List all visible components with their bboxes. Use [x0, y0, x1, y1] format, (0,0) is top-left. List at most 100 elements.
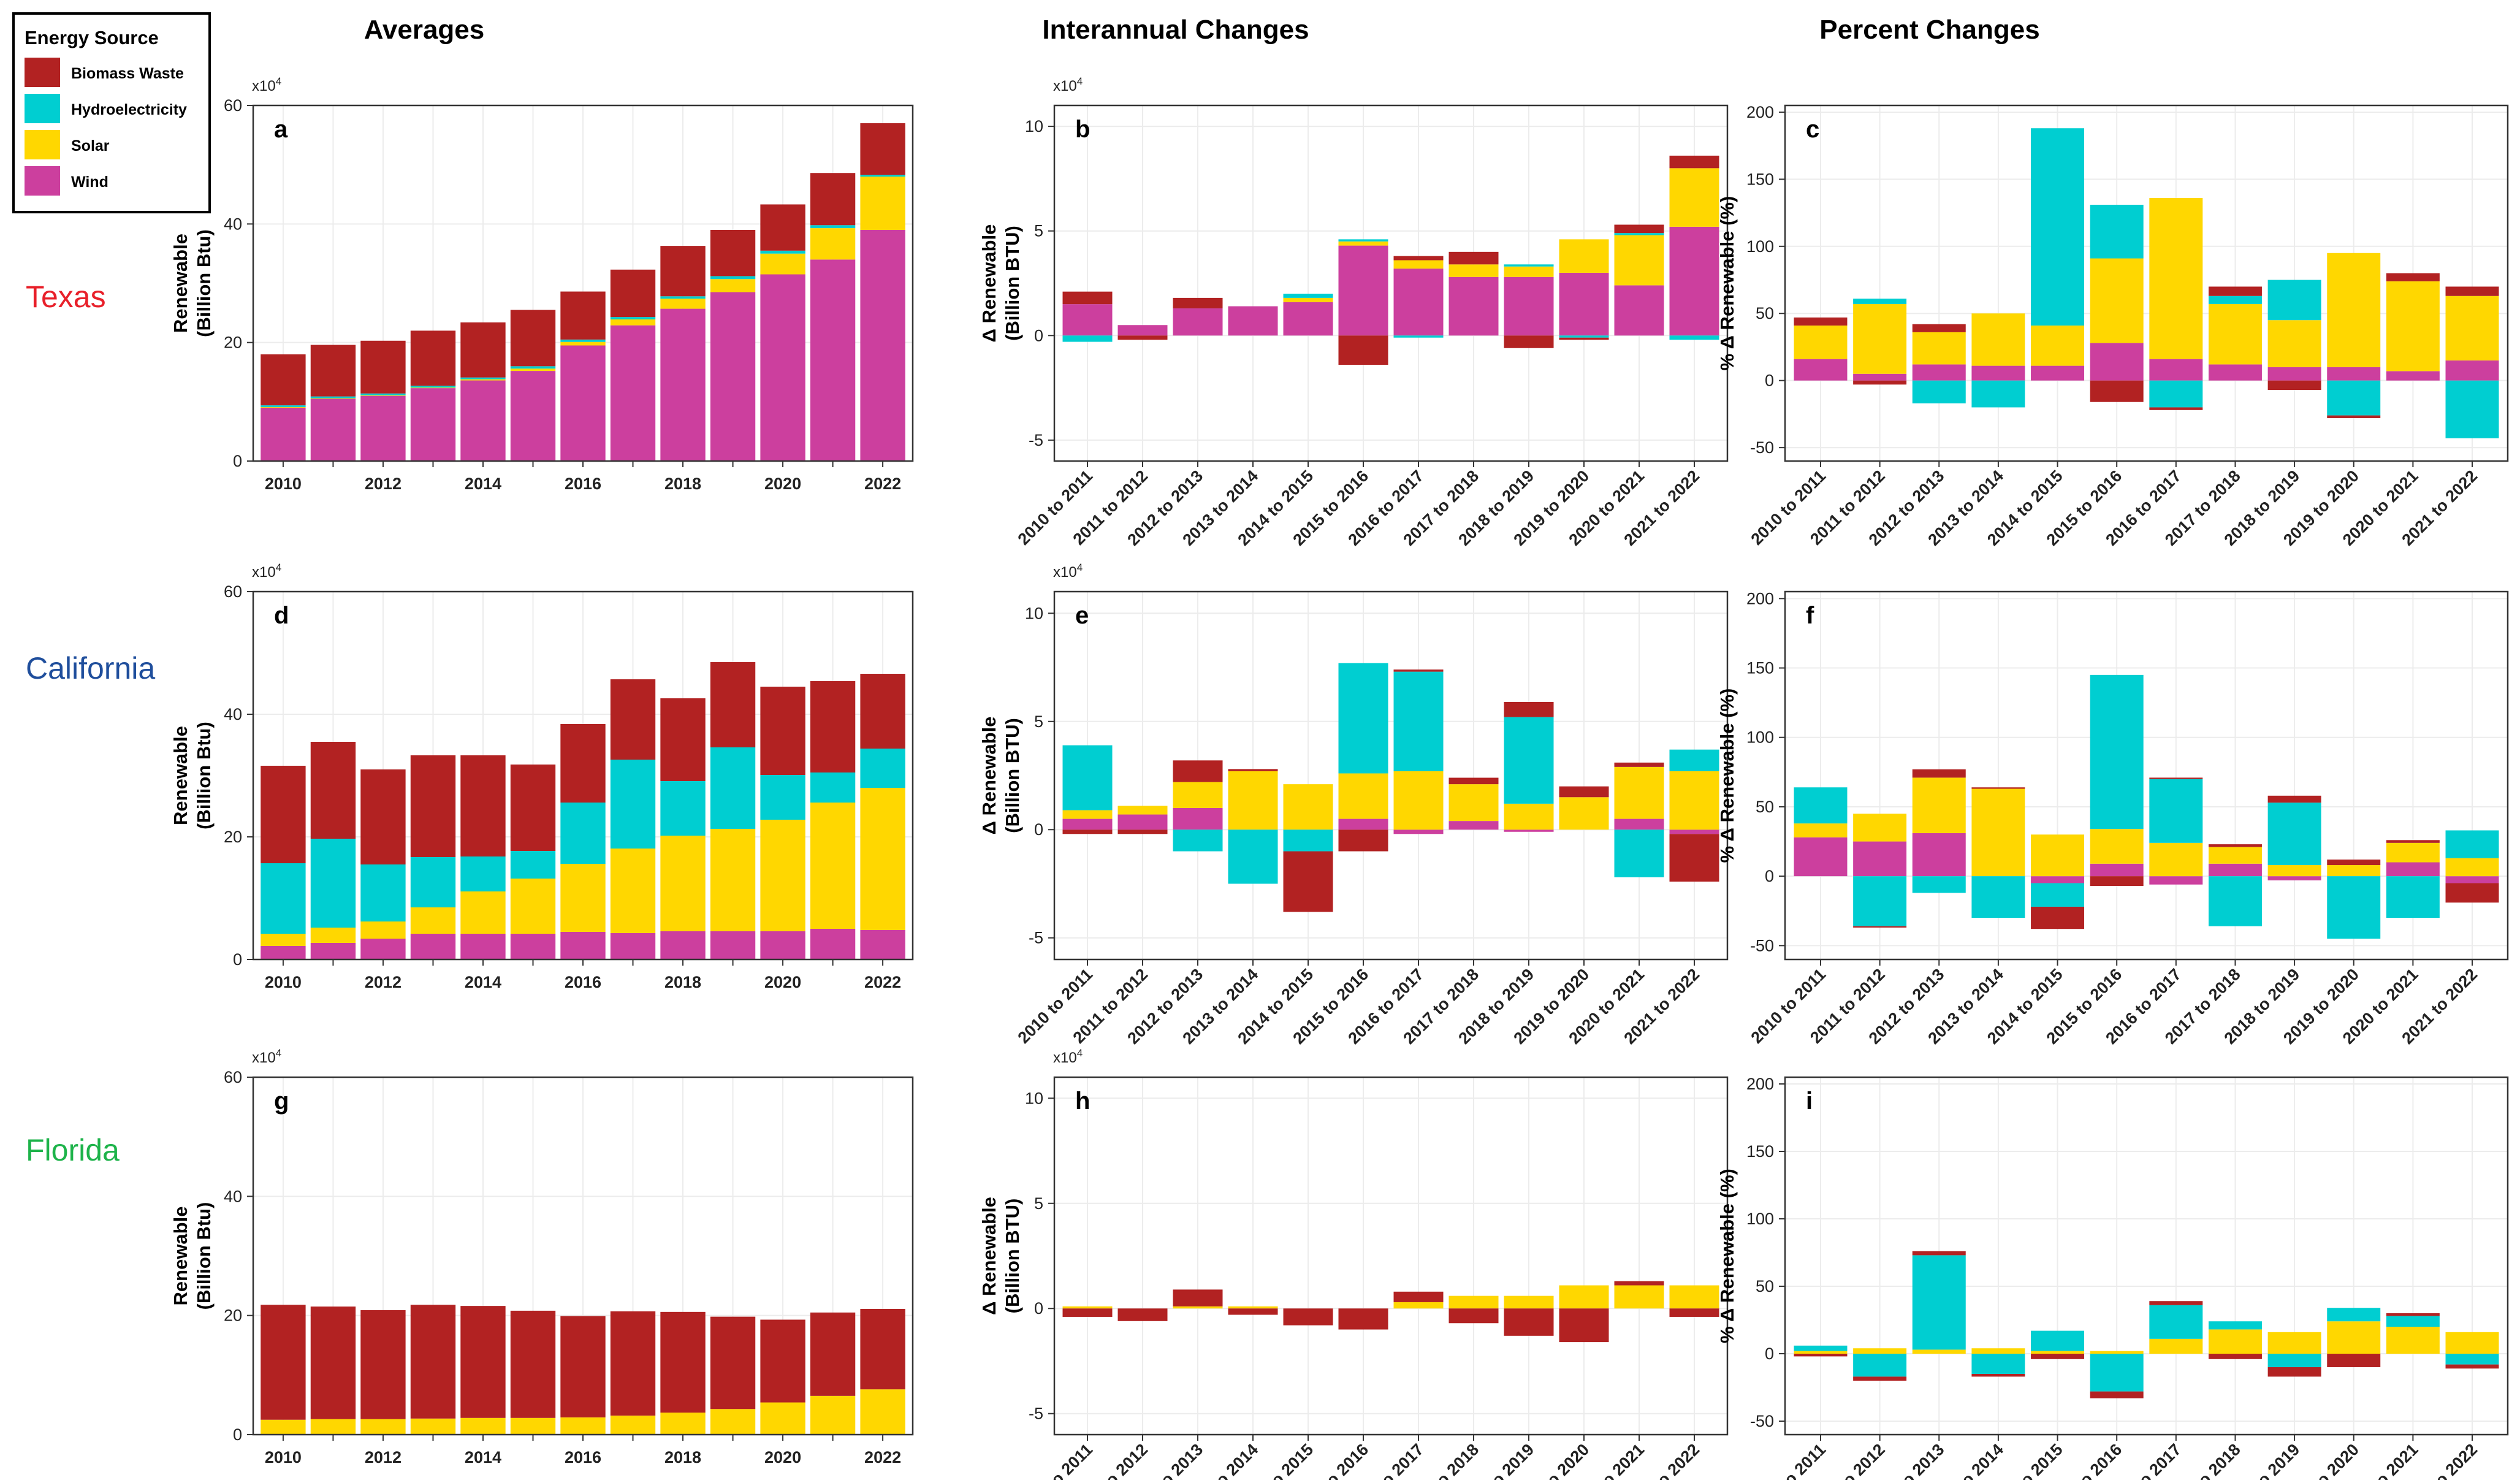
bar-biomass-11 — [2445, 883, 2499, 903]
bar-wind-1 — [1853, 373, 1907, 381]
bar-solar-0 — [1794, 823, 1848, 837]
bar-biomass-6 — [1393, 256, 1444, 261]
bar-biomass-2 — [1912, 324, 1966, 332]
bar-solar-6 — [2149, 1338, 2203, 1354]
bar-solar-0 — [261, 407, 306, 408]
ytick-label: 50 — [1756, 1277, 1774, 1295]
bar-biomass-7 — [2208, 1354, 2262, 1359]
bar-biomass-9 — [710, 662, 756, 747]
bar-hydroelectricity-2 — [1912, 1255, 1966, 1350]
bar-biomass-4 — [1283, 1308, 1333, 1326]
bar-solar-3 — [410, 907, 456, 934]
xtick-label: 2010 — [265, 475, 302, 493]
bar-biomass-7 — [2208, 844, 2262, 847]
bar-wind-5 — [1338, 818, 1388, 830]
bar-wind-8 — [2267, 367, 2321, 381]
ylabel: Renewable — [170, 234, 191, 333]
bar-solar-8 — [2267, 865, 2321, 877]
bar-biomass-0 — [1062, 830, 1113, 834]
bar-hydroelectricity-8 — [2267, 280, 2321, 321]
bar-biomass-3 — [1228, 769, 1278, 771]
ylabel: Renewable — [170, 726, 191, 825]
bar-solar-4 — [2031, 1351, 2085, 1354]
bar-biomass-11 — [810, 173, 856, 226]
bar-solar-11 — [2445, 858, 2499, 877]
bar-wind-5 — [510, 371, 556, 461]
bar-wind-7 — [1448, 277, 1499, 336]
bar-solar-4 — [460, 1417, 506, 1435]
bar-solar-6 — [2149, 198, 2203, 359]
bar-wind-6 — [1393, 830, 1444, 834]
bar-biomass-8 — [660, 246, 706, 297]
scale-note-base: x10 — [1053, 1050, 1077, 1066]
bar-wind-5 — [2090, 343, 2144, 381]
bar-solar-9 — [1559, 239, 1609, 273]
scale-note-exponent: 4 — [1077, 562, 1083, 573]
bar-wind-2 — [1173, 807, 1223, 830]
bar-wind-11 — [2445, 876, 2499, 883]
legend-label-wind: Wind — [71, 174, 108, 191]
panel-label: a — [274, 116, 288, 143]
ylabel: (Billion BTU) — [1002, 718, 1023, 833]
bar-biomass-2 — [1912, 1251, 1966, 1256]
xtick-label: 2022 — [864, 1448, 901, 1467]
ylabel: Δ Renewable — [978, 224, 1000, 343]
bar-hydroelectricity-6 — [560, 803, 606, 864]
bar-wind-0 — [1794, 837, 1848, 877]
bar-solar-9 — [2327, 1321, 2381, 1354]
bar-hydroelectricity-4 — [1283, 830, 1333, 852]
xtick-label: 2020 — [764, 475, 801, 493]
bar-hydroelectricity-6 — [2149, 1305, 2203, 1339]
ylabel: % Δ Renewable (%) — [1716, 689, 1738, 863]
bar-wind-8 — [660, 308, 706, 461]
ytick-label: 40 — [224, 215, 242, 233]
bar-solar-6 — [2149, 842, 2203, 877]
bar-wind-8 — [1504, 277, 1554, 336]
bar-solar-1 — [1853, 303, 1907, 374]
bar-hydroelectricity-7 — [2208, 296, 2262, 304]
bar-hydroelectricity-8 — [2267, 803, 2321, 866]
bar-wind-6 — [1393, 269, 1444, 336]
bar-biomass-9 — [1559, 1308, 1609, 1343]
bar-solar-11 — [810, 1395, 856, 1435]
bar-biomass-3 — [1971, 787, 2025, 789]
bar-biomass-6 — [1393, 1291, 1444, 1302]
bar-wind-6 — [560, 932, 606, 959]
column-title-averages: Averages — [364, 15, 485, 45]
bar-biomass-0 — [1062, 291, 1113, 305]
bar-wind-9 — [710, 931, 756, 959]
bar-biomass-6 — [2149, 1301, 2203, 1305]
bar-solar-4 — [460, 891, 506, 934]
xtick-label: 2016 — [565, 1448, 601, 1467]
bar-biomass-6 — [560, 724, 606, 803]
panel-label: f — [1806, 602, 1814, 629]
bar-wind-7 — [610, 933, 656, 959]
ytick-label: 0 — [1034, 1299, 1043, 1318]
bar-wind-7 — [2208, 863, 2262, 877]
bar-biomass-9 — [710, 230, 756, 277]
bar-biomass-2 — [1173, 1289, 1223, 1306]
bar-biomass-1 — [1117, 335, 1168, 340]
ytick-label: 10 — [1025, 117, 1043, 135]
bar-biomass-1 — [310, 742, 356, 839]
ytick-label: 200 — [1746, 589, 1774, 608]
bar-biomass-10 — [2386, 1313, 2440, 1316]
bar-wind-8 — [2267, 876, 2321, 880]
bar-solar-5 — [510, 879, 556, 934]
bar-hydroelectricity-5 — [1338, 663, 1388, 774]
ytick-label: 5 — [1034, 1194, 1043, 1213]
bar-wind-10 — [1614, 818, 1664, 830]
bar-solar-3 — [1971, 788, 2025, 877]
xtick-label: 2016 — [565, 973, 601, 991]
scale-note-base: x10 — [252, 1050, 276, 1066]
bar-biomass-9 — [1559, 786, 1609, 798]
bar-hydroelectricity-1 — [310, 396, 356, 399]
bar-hydroelectricity-6 — [2149, 380, 2203, 408]
bar-solar-5 — [1338, 773, 1388, 819]
bar-biomass-1 — [310, 345, 356, 397]
xtick-label: 2014 — [465, 475, 501, 493]
bar-biomass-5 — [510, 765, 556, 851]
bar-hydroelectricity-9 — [2327, 380, 2381, 416]
bar-solar-10 — [2386, 1327, 2440, 1354]
scale-note-base: x10 — [1053, 78, 1077, 94]
